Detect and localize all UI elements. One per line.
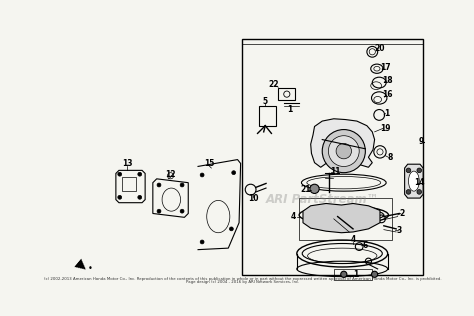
Text: 3: 3 (397, 226, 402, 235)
Circle shape (157, 183, 161, 187)
Text: 4: 4 (350, 235, 356, 244)
Circle shape (328, 136, 359, 167)
Circle shape (180, 183, 184, 187)
Circle shape (118, 172, 122, 176)
Polygon shape (405, 164, 423, 198)
Text: Page design (c) 2004 - 2016 by ARI Network Services, Inc.: Page design (c) 2004 - 2016 by ARI Netwo… (186, 280, 300, 284)
Polygon shape (310, 119, 374, 167)
Circle shape (372, 271, 378, 277)
Circle shape (310, 184, 319, 193)
Ellipse shape (409, 171, 419, 191)
Text: 1: 1 (353, 270, 358, 279)
Text: ARI PartStream™: ARI PartStream™ (265, 193, 379, 206)
Text: (c) 2002-2013 American Honda Motor Co., Inc. Reproduction of the contents of thi: (c) 2002-2013 American Honda Motor Co., … (44, 277, 442, 281)
Text: 5: 5 (263, 97, 268, 106)
Circle shape (157, 209, 161, 213)
Circle shape (138, 195, 142, 199)
Circle shape (180, 209, 184, 213)
Text: 13: 13 (122, 159, 133, 168)
Text: 18: 18 (383, 76, 393, 85)
Text: 1: 1 (287, 105, 292, 114)
Text: 2: 2 (400, 209, 405, 218)
Text: 19: 19 (380, 124, 391, 132)
Circle shape (417, 168, 421, 173)
Circle shape (118, 195, 122, 199)
Circle shape (322, 130, 365, 173)
Text: ▶: ▶ (73, 256, 91, 274)
Circle shape (138, 172, 142, 176)
Circle shape (417, 190, 421, 194)
Text: 17: 17 (380, 63, 391, 72)
Circle shape (200, 173, 204, 177)
Circle shape (336, 143, 352, 159)
Text: 21: 21 (301, 185, 311, 194)
Text: 14: 14 (414, 178, 425, 187)
Text: 1: 1 (384, 109, 390, 118)
Text: 15: 15 (204, 159, 214, 168)
Circle shape (232, 171, 236, 175)
Text: 6: 6 (363, 240, 368, 250)
Text: 12: 12 (165, 170, 176, 179)
Text: 10: 10 (248, 194, 258, 204)
Text: 4: 4 (291, 212, 296, 221)
Polygon shape (303, 204, 380, 233)
Text: 16: 16 (383, 90, 393, 100)
Circle shape (229, 227, 233, 231)
Circle shape (406, 190, 411, 194)
Text: 22: 22 (268, 80, 279, 89)
Circle shape (200, 240, 204, 244)
Text: 9: 9 (418, 137, 423, 146)
Text: 8: 8 (387, 153, 392, 162)
Text: 11: 11 (330, 167, 341, 176)
Circle shape (406, 168, 411, 173)
Text: •: • (87, 264, 92, 273)
Text: 20: 20 (375, 44, 385, 53)
Circle shape (341, 271, 347, 277)
